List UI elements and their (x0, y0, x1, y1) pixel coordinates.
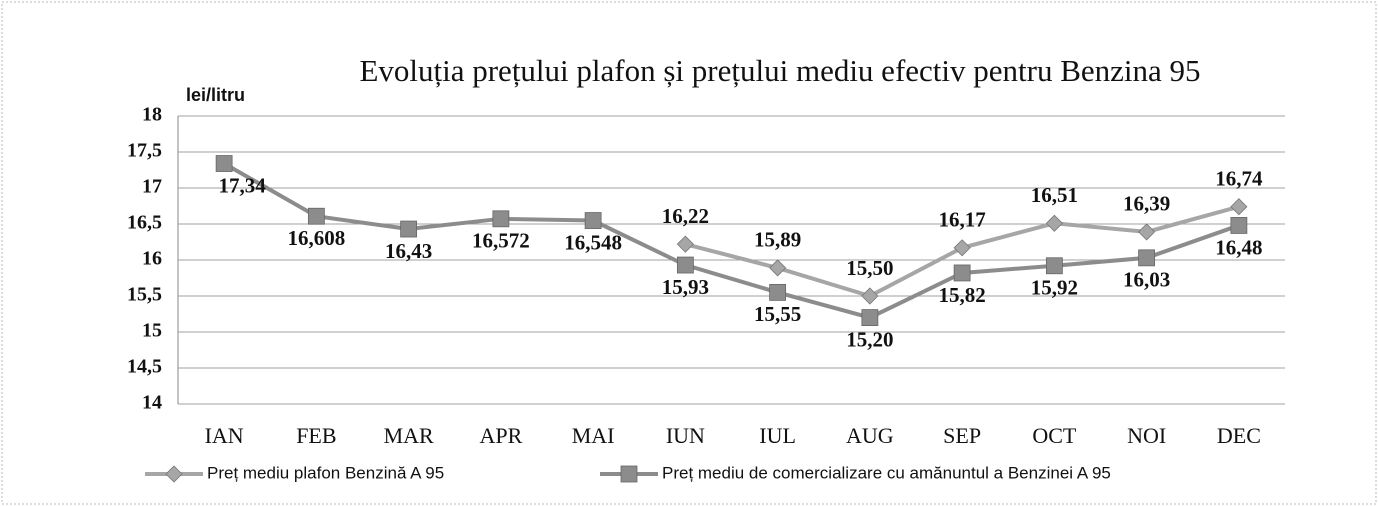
data-label: 15,89 (754, 228, 801, 252)
data-point (861, 309, 879, 327)
data-label: 15,55 (754, 302, 801, 326)
x-tick-label: IUL (759, 423, 796, 448)
x-tick-label: MAI (572, 423, 615, 448)
legend-label: Preț mediu de comercializare cu amănuntu… (662, 463, 1111, 482)
data-point (400, 220, 418, 238)
x-tick-label: MAR (384, 423, 434, 448)
x-tick-label: DEC (1217, 423, 1261, 448)
data-point (307, 207, 325, 225)
y-tick-label: 14 (142, 392, 162, 414)
y-tick-label: 15 (142, 320, 162, 342)
data-point (769, 259, 787, 277)
data-label: 16,43 (385, 239, 432, 263)
series-line (223, 161, 1240, 320)
data-point (1138, 249, 1156, 267)
data-point (953, 239, 971, 257)
data-label: 16,22 (662, 204, 709, 228)
data-point (492, 210, 510, 228)
data-point (676, 235, 694, 253)
y-tick-label: 16 (142, 248, 162, 270)
data-point (1230, 198, 1248, 216)
x-tick-label: FEB (296, 423, 336, 448)
x-tick-label: AUG (846, 423, 894, 448)
data-label: 16,74 (1215, 167, 1263, 191)
data-label: 15,93 (662, 275, 709, 299)
data-label: 15,20 (846, 327, 893, 351)
x-tick-label: IUN (666, 423, 705, 448)
y-tick-label: 17,5 (127, 140, 162, 162)
data-label: 15,92 (1031, 276, 1078, 300)
data-point (676, 256, 694, 274)
y-tick-label: 16,5 (127, 212, 162, 234)
data-label: 16,608 (288, 226, 346, 250)
data-point (861, 287, 879, 305)
legend-marker (620, 465, 638, 483)
y-axis-label: lei/litru (186, 85, 245, 105)
legend-label: Preț mediu plafon Benzină A 95 (207, 463, 444, 482)
y-tick-label: 17 (142, 176, 162, 198)
chart-title: Evoluția prețului plafon și prețului med… (359, 53, 1200, 88)
data-point (584, 212, 602, 229)
x-tick-label: IAN (205, 423, 244, 448)
y-tick-label: 15,5 (127, 284, 162, 306)
data-label: 16,39 (1123, 192, 1170, 216)
y-tick-label: 18 (142, 104, 162, 126)
data-label: 16,17 (939, 208, 986, 232)
x-tick-label: SEP (943, 423, 981, 448)
data-label: 15,82 (939, 283, 986, 307)
data-point (1045, 257, 1063, 275)
data-label: 16,48 (1215, 235, 1262, 259)
data-point (769, 283, 787, 301)
y-tick-label: 14,5 (127, 356, 162, 378)
data-label: 16,03 (1123, 268, 1170, 292)
data-point (953, 264, 971, 282)
data-label: 16,51 (1031, 183, 1078, 207)
data-label: 15,50 (846, 256, 893, 280)
x-tick-label: OCT (1032, 423, 1077, 448)
legend-marker (165, 465, 183, 483)
data-label: 16,548 (564, 230, 622, 254)
data-point (1230, 217, 1248, 234)
data-point (1045, 214, 1063, 232)
data-point (1138, 223, 1156, 241)
data-point (215, 155, 233, 172)
x-tick-label: APR (479, 423, 522, 448)
data-label: 17,34 (219, 173, 267, 197)
x-tick-label: NOI (1127, 423, 1166, 448)
data-label: 16,572 (472, 229, 530, 253)
